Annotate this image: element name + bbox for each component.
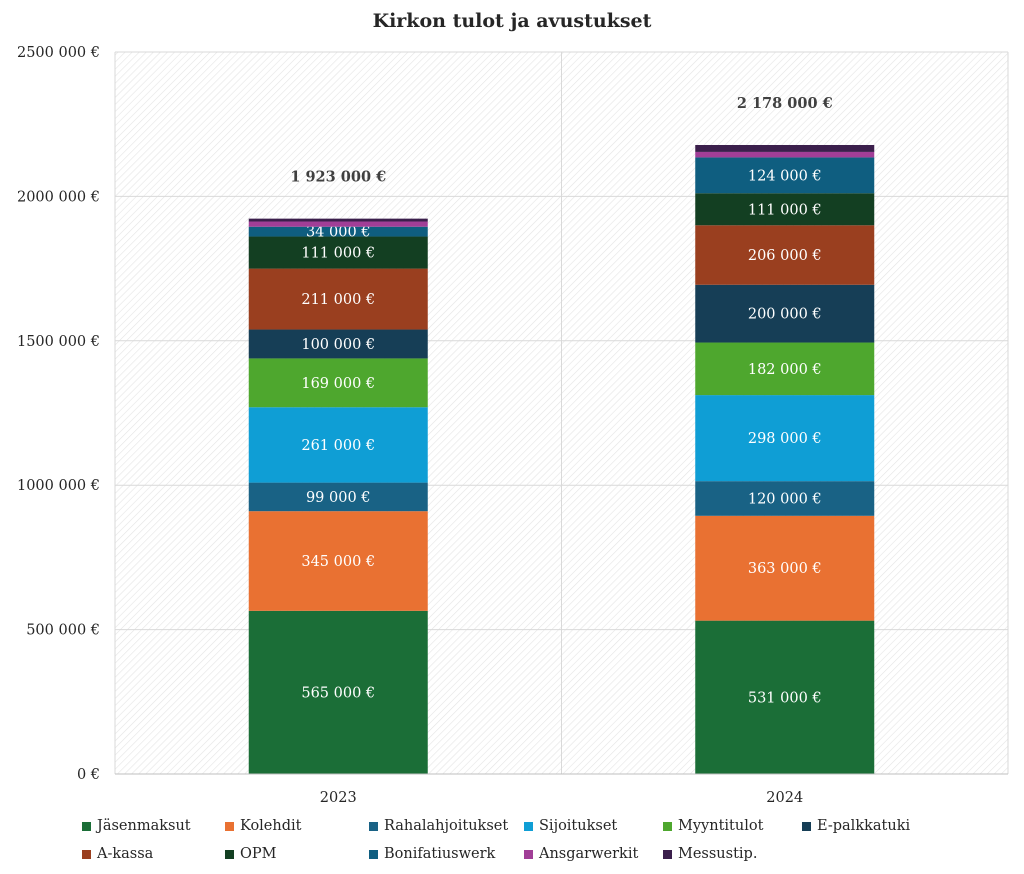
bar-segment (248, 329, 428, 359)
bar-segment (695, 225, 875, 285)
bar-segment (695, 515, 875, 621)
y-tick-label: 0 € (77, 767, 100, 783)
legend-item: Ansgarwerkit (524, 840, 638, 868)
legend-label: Messustip. (678, 846, 758, 862)
legend-swatch (225, 821, 234, 831)
y-tick-label: 2000 000 € (17, 189, 100, 205)
data-label: 363 000 € (748, 561, 822, 577)
legend-item: Messustip. (663, 840, 757, 868)
chart-title: Kirkon tulot ja avustukset (372, 10, 652, 32)
bar-segment (248, 268, 428, 330)
data-label: 111 000 € (301, 246, 375, 262)
legend-item: E-palkkatuki (802, 812, 910, 840)
data-label: 200 000 € (748, 307, 822, 323)
legend-label: Ansgarwerkit (539, 846, 639, 862)
legend-label: E-palkkatuki (817, 818, 911, 834)
legend-swatch (82, 821, 91, 831)
legend-swatch (225, 849, 234, 859)
legend-item: OPM (225, 840, 277, 868)
total-label: 2 178 000 € (737, 95, 833, 112)
bar-segment (695, 144, 875, 152)
legend-item: Myyntitulot (663, 812, 763, 840)
bar-segment (248, 218, 428, 222)
data-label: 124 000 € (748, 168, 822, 184)
bar-segment (695, 157, 875, 194)
data-label: 261 000 € (301, 438, 375, 454)
bar-segment (248, 482, 428, 512)
legend-label: Myyntitulot (678, 818, 764, 834)
y-tick-label: 2500 000 € (17, 45, 100, 61)
data-label: 100 000 € (301, 337, 375, 353)
data-label: 34 000 € (306, 225, 371, 241)
bar-segment (695, 193, 875, 226)
legend-label: Bonifatiuswerk (384, 846, 496, 862)
legend-item: A-kassa (82, 840, 153, 868)
legend-swatch (802, 821, 811, 831)
legend-item: Kolehdit (225, 812, 301, 840)
x-tick-label: 2023 (320, 790, 357, 806)
legend-label: Rahalahjoitukset (384, 818, 509, 834)
legend-swatch (369, 849, 378, 859)
data-label: 206 000 € (748, 248, 822, 264)
legend-swatch (663, 849, 672, 859)
data-label: 182 000 € (748, 362, 822, 378)
bar-segment (248, 407, 428, 483)
total-label: 1 923 000 € (290, 169, 386, 186)
bar-segment (248, 226, 428, 237)
legend-swatch (369, 821, 378, 831)
bar-segment (695, 395, 875, 482)
legend-swatch (82, 849, 91, 859)
x-tick-label: 2024 (766, 790, 803, 806)
data-label: 99 000 € (306, 490, 371, 506)
legend-swatch (663, 821, 672, 831)
data-label: 298 000 € (748, 431, 822, 447)
bar-segment (248, 610, 428, 774)
y-tick-label: 1000 000 € (17, 478, 100, 494)
legend-swatch (524, 849, 533, 859)
legend-label: OPM (240, 846, 277, 862)
data-label: 345 000 € (301, 554, 375, 570)
bar-segment (248, 511, 428, 611)
bar-segment (695, 342, 875, 396)
data-label: 111 000 € (748, 202, 822, 218)
data-label: 565 000 € (301, 685, 375, 701)
bar-segment (248, 236, 428, 269)
legend-item: Bonifatiuswerk (369, 840, 495, 868)
bar-segment (248, 221, 428, 227)
y-tick-label: 500 000 € (26, 623, 100, 639)
legend-label: Jäsenmaksut (97, 818, 191, 834)
bar-segment (695, 284, 875, 343)
data-label: 531 000 € (748, 690, 822, 706)
data-label: 211 000 € (301, 292, 375, 308)
legend-label: A-kassa (97, 846, 154, 862)
y-tick-label: 1500 000 € (17, 334, 100, 350)
legend-label: Sijoitukset (539, 818, 618, 834)
legend-swatch (524, 821, 533, 831)
bar-segment (248, 358, 428, 408)
legend-label: Kolehdit (240, 818, 302, 834)
legend-item: Sijoitukset (524, 812, 617, 840)
legend-item: Rahalahjoitukset (369, 812, 508, 840)
legend-item: Jäsenmaksut (82, 812, 191, 840)
data-label: 169 000 € (301, 376, 375, 392)
data-label: 120 000 € (748, 491, 822, 507)
bar-segment (695, 481, 875, 516)
bar-segment (695, 620, 875, 774)
bar-segment (695, 151, 875, 158)
